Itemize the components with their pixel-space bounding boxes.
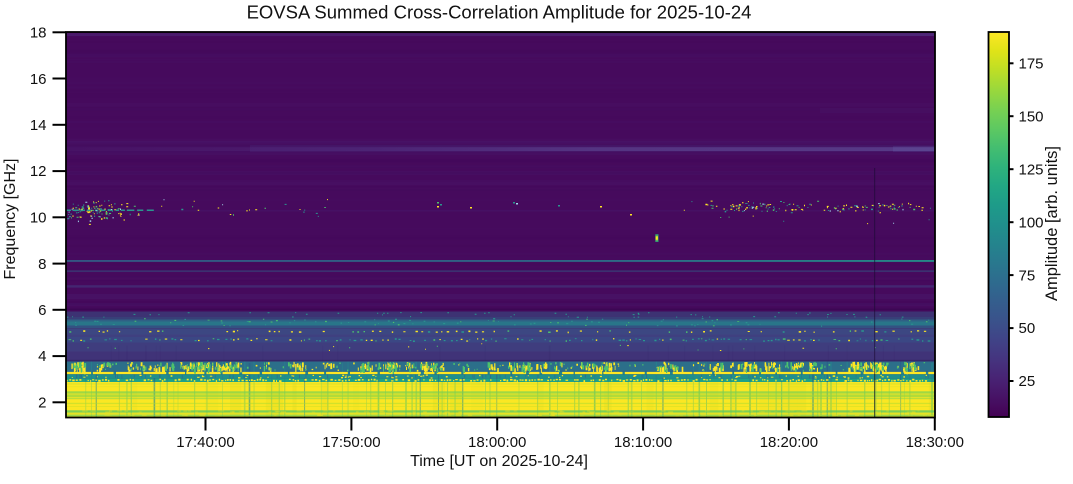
svg-text:17:50:00: 17:50:00 [322,434,380,451]
svg-text:10: 10 [30,210,47,227]
svg-text:18:30:00: 18:30:00 [906,434,964,451]
svg-text:6: 6 [38,302,46,319]
svg-text:50: 50 [1019,320,1036,337]
svg-text:Time [UT on 2025-10-24]: Time [UT on 2025-10-24] [410,453,588,470]
svg-text:14: 14 [30,117,47,134]
svg-text:17:40:00: 17:40:00 [176,434,234,451]
svg-text:18:20:00: 18:20:00 [760,434,818,451]
svg-text:75: 75 [1019,267,1036,284]
svg-text:18: 18 [30,25,47,42]
svg-text:16: 16 [30,71,47,88]
svg-text:Amplitude [arb. units]: Amplitude [arb. units] [1043,146,1061,301]
svg-text:8: 8 [38,256,46,273]
svg-text:175: 175 [1019,56,1044,73]
svg-text:Frequency [GHz]: Frequency [GHz] [2,159,19,280]
svg-text:100: 100 [1019,214,1044,231]
svg-text:125: 125 [1019,161,1044,178]
svg-text:4: 4 [38,348,46,365]
svg-text:2: 2 [38,395,46,412]
svg-text:25: 25 [1019,373,1036,390]
svg-text:150: 150 [1019,109,1044,126]
svg-text:18:00:00: 18:00:00 [468,434,526,451]
svg-text:18:10:00: 18:10:00 [614,434,672,451]
svg-text:12: 12 [30,163,47,180]
svg-text:EOVSA Summed Cross-Correlation: EOVSA Summed Cross-Correlation Amplitude… [247,1,752,22]
